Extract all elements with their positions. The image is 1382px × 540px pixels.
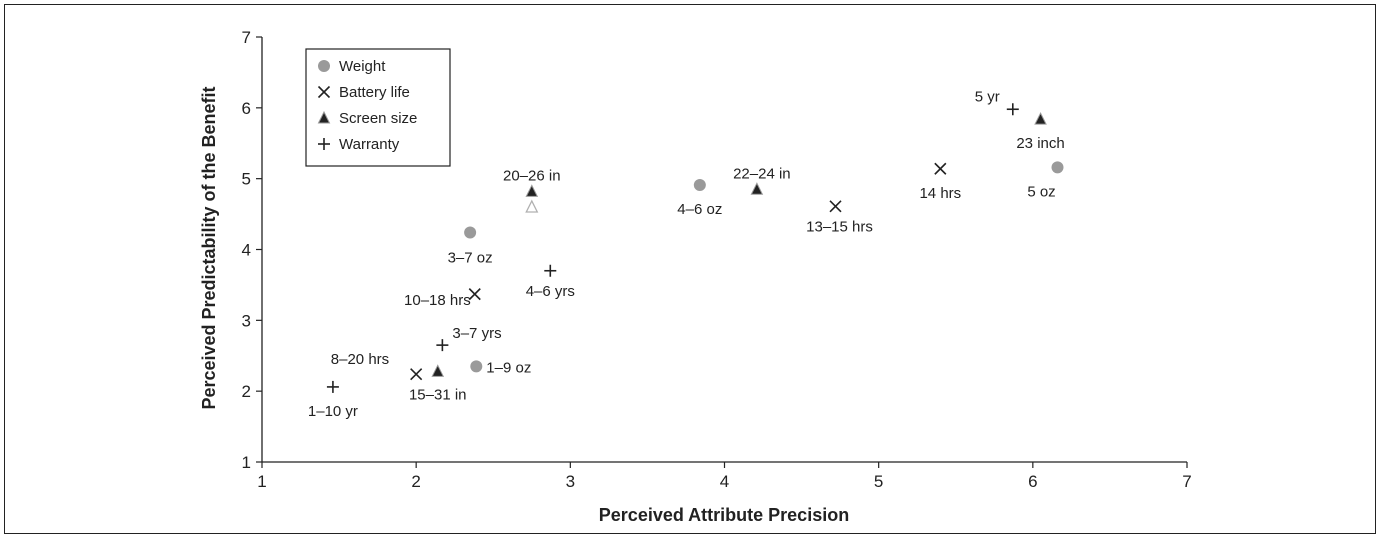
point-label: 1–10 yr	[308, 403, 358, 420]
y-tick-label: 2	[242, 382, 251, 401]
data-points: 3–7 oz 1–9 oz 4–6 oz 5 oz 8–20 hrs 10–18 hrs 1…	[308, 88, 1065, 420]
warranty-point	[436, 339, 449, 352]
point-label: 1–9 oz	[486, 359, 531, 376]
point-label: 3–7 yrs	[452, 325, 501, 342]
point-label: 5 oz	[1027, 183, 1055, 200]
point-label: 22–24 in	[733, 165, 791, 182]
battery-life-point	[934, 162, 947, 175]
chart-frame	[4, 4, 1376, 534]
legend-box	[305, 48, 451, 167]
legend-battery-life-marker	[317, 85, 331, 99]
point-label: 4–6 oz	[677, 201, 722, 218]
point-label: 4–6 yrs	[526, 283, 575, 300]
x-tick-label: 6	[1028, 472, 1037, 491]
y-tick-label: 7	[242, 28, 251, 47]
y-tick-label: 5	[242, 170, 251, 189]
legend: Weight Battery life Screen size Warranty	[305, 48, 451, 167]
point-label: 23 inch	[1016, 135, 1064, 152]
legend-screen-size-label: Screen size	[339, 110, 417, 127]
point-label: 8–20 hrs	[331, 351, 389, 368]
x-tick-label: 7	[1182, 472, 1191, 491]
screen-size-point	[525, 199, 539, 213]
legend-warranty-label: Warranty	[339, 136, 400, 153]
weight-point	[464, 226, 477, 239]
battery-life-point	[468, 288, 481, 301]
legend-weight-label: Weight	[339, 58, 386, 75]
weight-point	[693, 179, 706, 192]
screen-size-point	[750, 182, 764, 195]
point-label: 13–15 hrs	[806, 218, 873, 235]
y-tick-label: 1	[242, 453, 251, 472]
y-axis-title: Perceived Predictability of the Benefit	[199, 86, 219, 409]
weight-point	[1051, 161, 1064, 174]
screen-size-point	[525, 184, 539, 197]
legend-battery-life-label: Battery life	[339, 84, 410, 101]
x-tick-label: 1	[257, 472, 266, 491]
x-tick-label: 2	[411, 472, 420, 491]
x-tick-label: 5	[874, 472, 883, 491]
ticks: 1 2 3 4 5 6 7 1 2 3 4 5 6 7	[242, 28, 1192, 491]
screen-size-point	[1034, 112, 1047, 125]
warranty-point	[544, 264, 557, 277]
legend-weight-marker	[318, 60, 330, 72]
y-tick-label: 3	[242, 311, 251, 330]
y-tick-label: 6	[242, 99, 251, 118]
warranty-point	[326, 380, 339, 393]
point-label: 14 hrs	[919, 185, 961, 202]
battery-life-point	[410, 368, 423, 381]
screen-size-point	[431, 364, 445, 377]
point-label: 10–18 hrs	[404, 292, 471, 309]
legend-warranty-marker	[318, 138, 330, 150]
y-tick-label: 4	[242, 241, 251, 260]
warranty-point	[1006, 103, 1019, 116]
point-label: 5 yr	[975, 88, 1000, 105]
point-label: 15–31 in	[409, 386, 467, 403]
battery-life-point	[829, 200, 842, 213]
point-label: 3–7 oz	[448, 250, 493, 267]
x-tick-label: 3	[566, 472, 575, 491]
weight-point	[470, 360, 483, 373]
point-label: 20–26 in	[503, 167, 561, 184]
legend-screen-size-marker	[317, 110, 331, 124]
x-tick-label: 4	[720, 472, 729, 491]
x-axis-title: Perceived Attribute Precision	[599, 505, 849, 525]
